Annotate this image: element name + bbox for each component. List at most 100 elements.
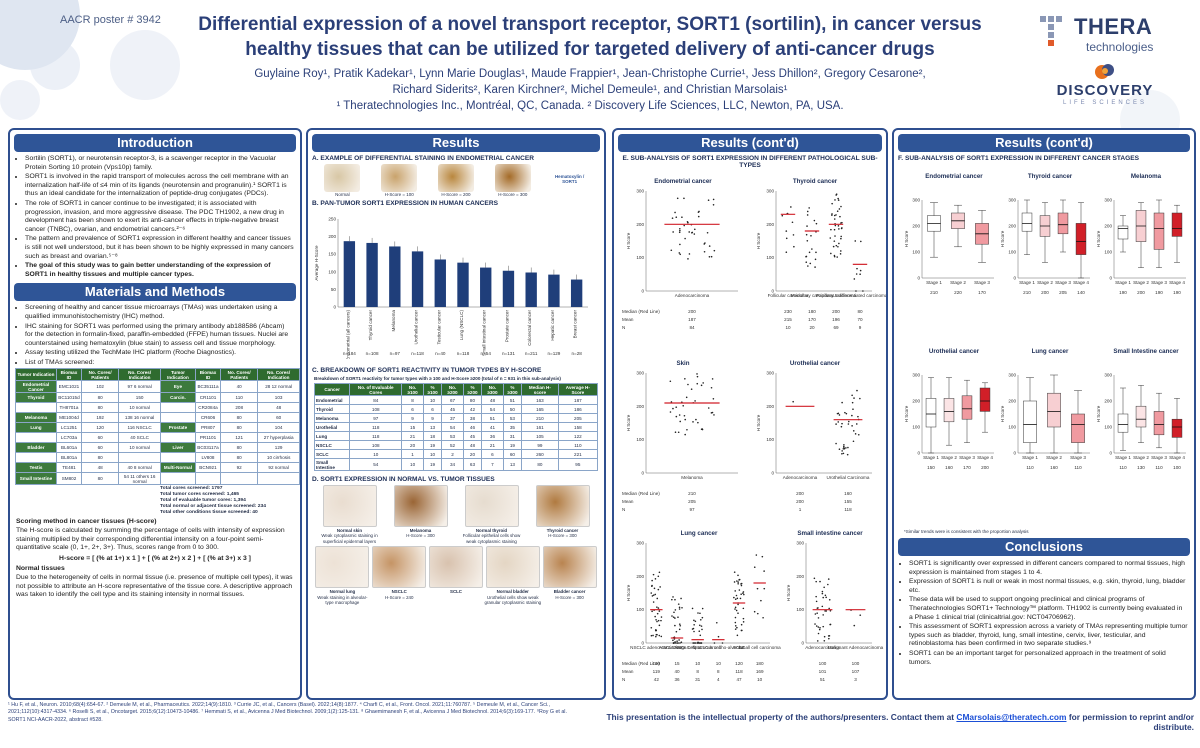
scatter-point (674, 211, 676, 214)
staining-label: H-Score = 300 (498, 192, 528, 197)
scatter-point (824, 610, 826, 612)
panel-d-title: D. SORT1 EXPRESSION IN NORMAL VS. TUMOR … (312, 476, 495, 483)
hscore-cell: 10 (349, 449, 403, 459)
box-stage-label: Stage 3 (1151, 280, 1167, 285)
hscore-cell: 54 (349, 458, 403, 471)
hscore-cell: 19 (422, 440, 443, 450)
scatter-point (806, 210, 809, 213)
tissue-label: Normal lung (329, 589, 356, 595)
scatter-point (805, 261, 808, 264)
tma-header-cell: Tumor Indication (159, 368, 196, 382)
tissue-tile (372, 546, 427, 589)
scatter-point (835, 442, 837, 445)
scatter-point (785, 237, 788, 240)
scatter-row-label: Median (Red Line) (622, 661, 660, 666)
tma-cell: 27 hyperplasia (257, 432, 300, 444)
tissue-desc: Follicular epithelial cells show weak cy… (462, 533, 521, 544)
scatter-point (678, 252, 681, 254)
tma-cell: BL601a (55, 442, 83, 454)
scatter-y-tick: 200 (766, 404, 774, 409)
hscore-header-cell: No. ≥200 (441, 383, 464, 396)
box-iqr (1153, 212, 1165, 250)
scatter-point (654, 593, 657, 596)
scatter-point (682, 405, 685, 407)
scatter-mean-value: 119 (653, 669, 661, 674)
tma-row: BL801a 80 LV808 80 10 cirrhosis (15, 452, 300, 464)
scatter-point (683, 197, 685, 200)
contact-email-link[interactable]: CMarsolais@theratech.com (956, 712, 1067, 722)
box-y-tick: 300 (1008, 373, 1016, 378)
scatter-point (755, 554, 758, 556)
scatter-point (696, 382, 699, 385)
box-stage-label: Stage 4 (977, 455, 993, 460)
hscore-cell: 260 (521, 449, 559, 459)
tma-cell: 92 normal (257, 462, 300, 474)
scatter-point (839, 215, 841, 218)
box-median-value: 110 (1026, 465, 1034, 470)
box-median-value: 110 (1074, 465, 1082, 470)
tma-cell (257, 472, 300, 486)
tissue-tile (428, 546, 483, 589)
hscore-header-cell: % ≥300 (502, 383, 523, 396)
thera-logo-icon (1040, 16, 1062, 46)
scatter-point (813, 577, 816, 580)
scatter-point (837, 245, 839, 248)
hscore-cell: 9 (401, 413, 424, 423)
scatter-point (806, 214, 809, 216)
hscore-cell: 51 (481, 413, 504, 423)
box-iqr (943, 398, 955, 423)
tma-cell: 192 (81, 412, 120, 424)
hscore-cell: 35 (502, 422, 523, 432)
scatter-point (835, 423, 837, 425)
scatter-point (710, 255, 713, 258)
scatter-point (823, 640, 826, 642)
hscore-cell: 21 (401, 431, 424, 441)
scatter-point (696, 373, 698, 375)
hscore-cell: NSCLC (313, 440, 351, 450)
scatter-point (656, 606, 658, 608)
scatter-point (710, 386, 713, 389)
scatter-y-tick: 100 (766, 437, 774, 442)
box-median-value: 220 (954, 290, 962, 295)
tma-header-cell: Tumor Indication (15, 368, 57, 382)
hscore-cell: SCLC (313, 449, 351, 459)
scatter-point (675, 415, 678, 418)
scatter-title: Urothelial cancer (790, 360, 841, 367)
hscore-row: NSCLC 108 20 19 52 48 21 19 99 110 (313, 440, 599, 450)
scatter-point (652, 634, 654, 637)
box-median-value: 190 (1173, 290, 1181, 295)
scatter-n-value: 10 (785, 325, 791, 330)
tma-total-line: Total normal or adjacent tissue screened… (160, 504, 266, 510)
box-median-value: 170 (978, 290, 986, 295)
hscore-header-cell: No. ≥100 (401, 383, 424, 396)
scatter-point (843, 447, 846, 450)
tissue-label: Normal bladder (496, 589, 529, 595)
scatter-category-label: Follicular carcinoma (768, 293, 809, 298)
bar-n-label: n=118 (457, 351, 470, 356)
scatter-point (834, 235, 836, 237)
tma-cell: SM802 (55, 472, 83, 486)
scatter-point (679, 642, 681, 644)
bar (548, 274, 560, 307)
tma-cell: LC1251 (55, 422, 83, 434)
scatter-point (674, 431, 677, 433)
scatter-category-label: Adenocarcinoma (675, 293, 710, 298)
box-y-tick: 100 (1104, 250, 1112, 255)
bar-category-label: Prostate cancer (504, 310, 509, 343)
scatter-point (840, 425, 843, 428)
scatter-point (677, 603, 680, 605)
scatter-n-value: 10 (757, 677, 763, 682)
intro-bullet: SORT1 is involved in the rapid transport… (25, 173, 294, 199)
tissue-label: Bladder cancer (553, 589, 586, 595)
scatter-point (835, 244, 838, 247)
scatter-point (828, 637, 830, 640)
scatter-point (857, 433, 860, 436)
tma-cell: 103 (257, 392, 300, 404)
scatter-mean-value: 155 (844, 499, 852, 504)
scatter-point (843, 446, 845, 448)
hscore-cell: 9 (422, 413, 443, 423)
scatter-point (855, 273, 858, 275)
scatter-point (809, 262, 812, 265)
scatter-point (707, 199, 710, 202)
scatter-point (853, 624, 856, 627)
